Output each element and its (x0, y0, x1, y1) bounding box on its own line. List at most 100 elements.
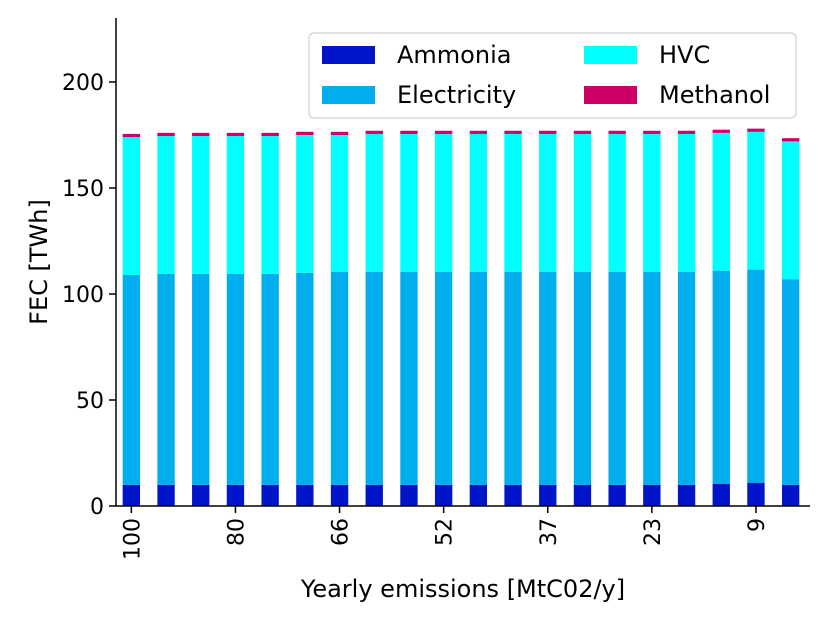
x-tick-label: 23 (641, 518, 666, 546)
bar-hvc-3 (226, 136, 245, 274)
bar-ammonia-4 (261, 484, 279, 506)
bar-hvc-1 (157, 136, 175, 274)
bar-hvc-16 (677, 133, 696, 272)
bar-hvc-13 (573, 133, 592, 272)
bar-hvc-19 (781, 141, 800, 280)
bar-electricity-10 (469, 271, 488, 485)
bar-ammonia-2 (192, 484, 210, 506)
bar-hvc-7 (365, 133, 383, 272)
legend-frame (308, 32, 797, 119)
bar-electricity-5 (296, 272, 314, 485)
bar-electricity-6 (330, 271, 349, 485)
bar-ammonia-6 (330, 484, 349, 506)
x-axis-ticks: 100 80 66 52 37 23 9 (120, 506, 770, 560)
y-tick-label: 100 (62, 283, 104, 308)
bar-hvc-2 (192, 136, 210, 274)
bar-hvc-10 (469, 133, 488, 272)
bar-methanol-1 (157, 132, 175, 137)
legend: Ammonia Electricity HVC Methanol (308, 32, 797, 119)
bar-ammonia-3 (226, 484, 245, 506)
bar-hvc-12 (539, 133, 557, 272)
bar-methanol-8 (400, 130, 418, 134)
bar-methanol-3 (226, 132, 245, 137)
bar-ammonia-0 (122, 484, 141, 506)
bar-methanol-12 (539, 130, 557, 134)
bar-electricity-9 (434, 271, 453, 485)
bar-methanol-4 (261, 132, 279, 137)
bar-ammonia-5 (296, 484, 314, 506)
bar-electricity-11 (504, 271, 522, 485)
bar-ammonia-10 (469, 484, 488, 506)
bar-ammonia-17 (712, 483, 730, 506)
bar-methanol-2 (192, 132, 210, 137)
bar-electricity-18 (747, 269, 765, 483)
bar-electricity-19 (781, 279, 800, 485)
bar-ammonia-1 (157, 484, 175, 506)
bar-methanol-16 (677, 130, 696, 134)
bar-methanol-6 (330, 131, 349, 135)
bar-hvc-4 (261, 136, 279, 274)
legend-swatch-electricity (322, 86, 375, 104)
bar-methanol-15 (643, 130, 661, 134)
bar-electricity-3 (226, 273, 245, 485)
bars-group (122, 128, 800, 506)
bar-methanol-19 (781, 138, 800, 142)
bar-electricity-8 (400, 271, 418, 485)
bar-methanol-11 (504, 130, 522, 134)
bar-methanol-10 (469, 130, 488, 134)
bar-ammonia-8 (400, 484, 418, 506)
bar-methanol-18 (747, 128, 765, 132)
legend-swatch-methanol (584, 86, 637, 104)
bar-electricity-16 (677, 271, 696, 485)
bar-ammonia-12 (539, 484, 557, 506)
x-axis-title: Yearly emissions [MtC02/y] (300, 575, 625, 603)
bar-electricity-2 (192, 273, 210, 485)
y-tick-label: 150 (62, 177, 104, 202)
bar-electricity-12 (539, 271, 557, 485)
y-tick-label: 50 (76, 389, 104, 414)
bar-electricity-17 (712, 270, 730, 484)
bar-hvc-17 (712, 132, 730, 271)
bar-ammonia-9 (434, 484, 453, 506)
x-tick-label: 66 (329, 518, 354, 546)
legend-swatch-hvc (584, 46, 637, 64)
bar-hvc-15 (643, 133, 661, 272)
bar-hvc-14 (608, 133, 626, 272)
bar-ammonia-16 (677, 484, 696, 506)
x-tick-label: 9 (745, 518, 770, 532)
bar-electricity-15 (643, 271, 661, 485)
bar-electricity-0 (122, 274, 141, 485)
y-tick-label: 200 (62, 71, 104, 96)
bar-methanol-5 (296, 131, 314, 135)
bar-electricity-14 (608, 271, 626, 485)
x-tick-label: 37 (537, 518, 562, 546)
bar-ammonia-7 (365, 484, 383, 506)
legend-label-methanol: Methanol (659, 81, 770, 109)
bar-hvc-5 (296, 135, 314, 273)
x-tick-label: 100 (120, 518, 145, 560)
bar-hvc-11 (504, 133, 522, 272)
legend-label-hvc: HVC (659, 41, 710, 69)
y-axis-ticks: 0 50 100 150 200 (62, 71, 116, 520)
bar-electricity-7 (365, 271, 383, 485)
bar-hvc-0 (122, 137, 141, 275)
bar-ammonia-11 (504, 484, 522, 506)
bar-methanol-13 (573, 130, 592, 134)
bar-methanol-9 (434, 130, 453, 134)
bar-ammonia-15 (643, 484, 661, 506)
bar-hvc-9 (434, 133, 453, 272)
bar-hvc-6 (330, 135, 349, 272)
bar-ammonia-19 (781, 484, 800, 506)
legend-swatch-ammonia (322, 46, 375, 64)
bar-methanol-14 (608, 130, 626, 134)
bar-ammonia-14 (608, 484, 626, 506)
x-tick-label: 80 (224, 518, 249, 546)
bar-methanol-7 (365, 130, 383, 134)
y-tick-label: 0 (90, 495, 104, 520)
bar-electricity-13 (573, 271, 592, 485)
x-tick-label: 52 (433, 518, 458, 546)
bar-electricity-4 (261, 273, 279, 485)
bar-hvc-8 (400, 133, 418, 272)
y-axis-title: FEC [TWh] (25, 199, 53, 325)
